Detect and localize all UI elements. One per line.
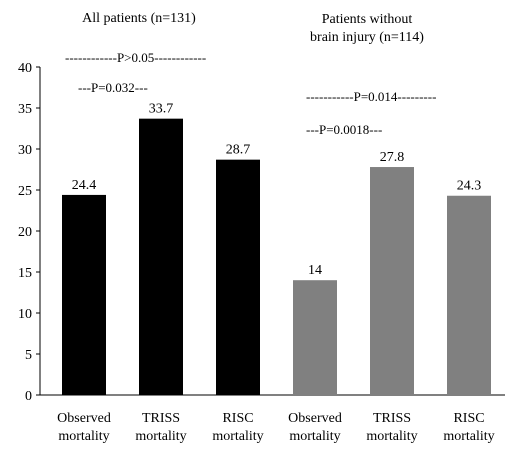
y-tick-label: 0 xyxy=(25,389,32,404)
bar xyxy=(370,167,414,395)
bar xyxy=(139,118,183,395)
y-tick-label: 15 xyxy=(18,266,32,281)
y-tick-label: 5 xyxy=(25,348,32,363)
annotation-p-0-014: -----------P=0.014--------- xyxy=(306,89,436,104)
data-label: 24.3 xyxy=(457,179,482,194)
data-label: 24.4 xyxy=(72,178,97,193)
bar xyxy=(62,194,106,395)
x-tick-label: Observed xyxy=(57,411,111,426)
labels: 24.4 Observed mortality 33.7 TRISS mortality 2… xyxy=(57,11,494,444)
annotation-p-gt-0-05: ------------P>0.05------------ xyxy=(65,50,206,65)
data-label: 28.7 xyxy=(226,143,251,158)
bar xyxy=(447,195,491,395)
data-label: 33.7 xyxy=(149,102,174,117)
y-tick-label: 25 xyxy=(18,184,32,199)
annotation-p-0-0018: ---P=0.0018--- xyxy=(306,122,382,137)
bar xyxy=(293,280,337,395)
annotations: ------------P>0.05------------ ---P=0.03… xyxy=(65,50,436,137)
x-tick-label: RISC xyxy=(453,411,484,426)
y-tick-label: 10 xyxy=(18,307,32,322)
annotation-p-0-032: ---P=0.032--- xyxy=(78,80,148,95)
y-tick-label: 20 xyxy=(18,225,32,240)
bar xyxy=(216,159,260,395)
x-tick-label: mortality xyxy=(212,429,263,444)
group-title: All patients (n=131) xyxy=(82,11,196,26)
data-label: 14 xyxy=(308,263,322,278)
axes: 0 5 10 15 20 25 30 35 40 xyxy=(18,61,505,404)
x-tick-label: mortality xyxy=(443,429,494,444)
x-tick-label: TRISS xyxy=(142,411,180,426)
x-tick-label: mortality xyxy=(58,429,109,444)
x-tick-label: mortality xyxy=(366,429,417,444)
group-title: Patients without xyxy=(322,12,413,27)
x-tick-label: RISC xyxy=(222,411,253,426)
group-title: brain injury (n=114) xyxy=(310,30,424,45)
y-tick-label: 35 xyxy=(18,102,32,117)
x-tick-label: mortality xyxy=(135,429,186,444)
x-tick-label: mortality xyxy=(289,429,340,444)
y-tick-label: 30 xyxy=(18,143,32,158)
x-tick-label: TRISS xyxy=(373,411,411,426)
bars xyxy=(62,118,491,395)
data-label: 27.8 xyxy=(380,150,405,165)
y-tick-label: 40 xyxy=(18,61,32,76)
x-tick-label: Observed xyxy=(288,411,342,426)
